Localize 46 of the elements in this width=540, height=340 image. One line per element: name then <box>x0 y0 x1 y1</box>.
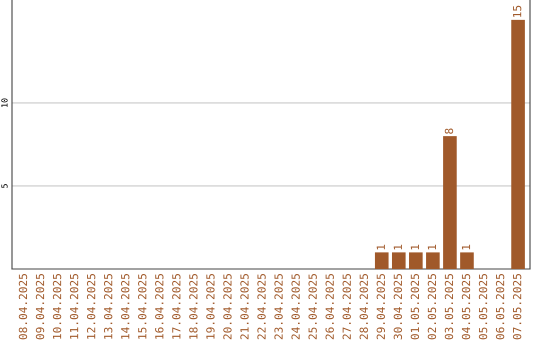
x-tick-label: 07.05.2025 <box>512 274 522 340</box>
x-tick-label: 03.05.2025 <box>444 274 454 340</box>
bar <box>511 20 525 269</box>
x-tick-label: 09.04.2025 <box>36 274 44 340</box>
x-tick-label: 28.04.2025 <box>360 274 368 340</box>
x-tick-label: 01.05.2025 <box>410 274 420 340</box>
x-tick-label: 02.05.2025 <box>428 274 436 340</box>
bar <box>460 252 474 269</box>
x-tick-label: 10.04.2025 <box>52 274 62 339</box>
data-label: 15 <box>513 6 522 17</box>
x-tick-label: 12.04.2025 <box>86 274 96 339</box>
data-label: 1 <box>428 244 436 250</box>
x-tick-label: 14.04.2025 <box>121 274 130 339</box>
data-label: 1 <box>376 244 385 250</box>
x-tick-label: 18.04.2025 <box>189 274 198 339</box>
bar <box>443 136 457 269</box>
x-tick-label: 30.04.2025 <box>394 274 402 340</box>
x-tick-label: 06.05.2025 <box>496 274 504 340</box>
data-label: 8 <box>444 128 454 134</box>
x-tick-label: 29.04.2025 <box>376 274 386 340</box>
x-tick-label: 15.04.2025 <box>138 274 146 339</box>
x-tick-label: 22.04.2025 <box>257 274 266 340</box>
x-tick-label: 16.04.2025 <box>155 274 164 339</box>
data-label: 1 <box>394 244 402 250</box>
x-tick-label: 11.04.2025 <box>70 274 78 339</box>
bar <box>426 252 440 269</box>
x-tick-label: 13.04.2025 <box>104 274 112 339</box>
y-tick-label: 5 <box>1 184 8 188</box>
bar <box>392 252 406 269</box>
x-tick-label: 08.04.2025 <box>18 274 28 340</box>
data-label: 1 <box>410 244 419 250</box>
bar <box>409 252 423 269</box>
x-tick-label: 25.04.2025 <box>308 274 317 340</box>
x-tick-label: 19.04.2025 <box>206 274 215 339</box>
x-tick-label: 05.05.2025 <box>478 274 488 340</box>
x-tick-label: 23.04.2025 <box>274 274 283 340</box>
x-tick-label: 21.04.2025 <box>240 274 249 340</box>
data-label: 1 <box>462 244 470 250</box>
x-tick-label: 27.04.2025 <box>342 274 351 340</box>
x-tick-label: 26.04.2025 <box>325 274 334 340</box>
bar <box>374 252 389 269</box>
y-tick-label: 10 <box>1 98 8 107</box>
x-tick-label: 17.04.2025 <box>172 274 181 339</box>
x-tick-label: 04.05.2025 <box>462 274 470 340</box>
x-tick-label: 24.04.2025 <box>291 274 300 340</box>
x-tick-label: 20.04.2025 <box>223 274 232 340</box>
